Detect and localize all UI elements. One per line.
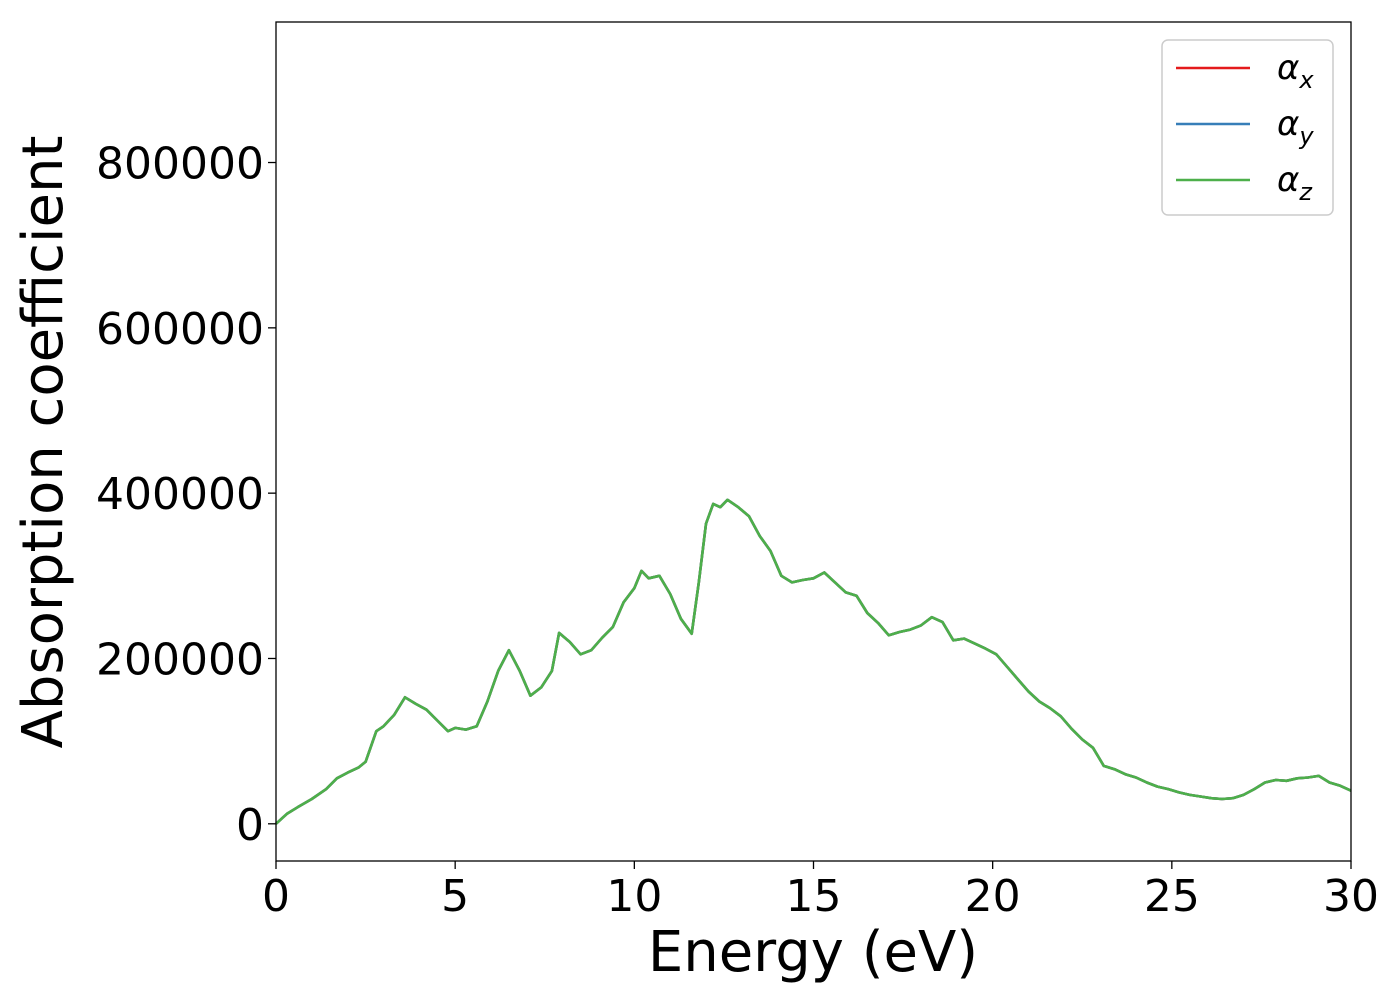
- x-axis: 0 5 10 15 20 25 30: [262, 861, 1379, 922]
- y-tick-label: 800000: [96, 139, 264, 190]
- y-tick-label: 200000: [96, 634, 264, 685]
- x-tick-label: 5: [441, 871, 469, 922]
- x-tick-label: 20: [965, 871, 1021, 922]
- series-line-2: [275, 498, 1352, 825]
- legend-box: [1161, 39, 1334, 216]
- y-axis-title: Absorption coefficient: [11, 136, 76, 749]
- x-axis-title: Energy (eV): [648, 920, 978, 985]
- series-line-0: [275, 498, 1352, 825]
- y-tick-label: 400000: [96, 469, 264, 520]
- y-axis: 0 200000 400000 600000 800000: [96, 139, 276, 851]
- x-tick-label: 10: [606, 871, 662, 922]
- series-line-1: [275, 498, 1352, 825]
- x-tick-label: 15: [786, 871, 842, 922]
- y-tick-label: 600000: [96, 304, 264, 355]
- series-layer: [275, 498, 1352, 825]
- y-tick-label: 0: [236, 800, 264, 851]
- x-tick-label: 0: [262, 871, 290, 922]
- x-tick-label: 30: [1323, 871, 1379, 922]
- x-tick-label: 25: [1144, 871, 1200, 922]
